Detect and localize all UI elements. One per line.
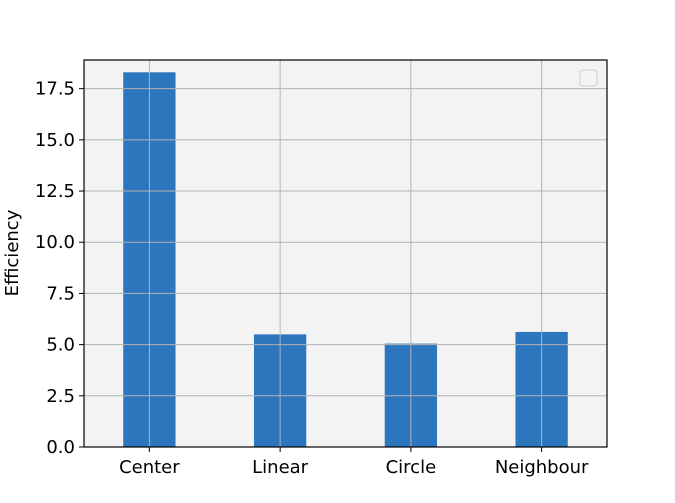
y-tick-label: 15.0 xyxy=(35,130,75,151)
y-axis-label: Efficiency xyxy=(2,209,23,296)
x-ticks: Center Linear Circle Neighbour xyxy=(119,447,589,478)
y-tick-label: 0.0 xyxy=(46,437,75,458)
x-tick-label: Neighbour xyxy=(495,457,589,478)
x-tick-label: Circle xyxy=(386,457,437,478)
y-ticks: 0.0 2.5 5.0 7.5 10.0 12.5 15.0 17.5 xyxy=(35,79,84,458)
grid-lines xyxy=(84,60,607,448)
y-tick-label: 17.5 xyxy=(35,79,75,100)
y-tick-label: 2.5 xyxy=(46,386,75,407)
x-tick-label: Linear xyxy=(252,457,309,478)
x-tick-label: Center xyxy=(119,457,180,478)
y-tick-label: 5.0 xyxy=(46,335,75,356)
legend-box xyxy=(579,69,598,87)
y-tick-label: 10.0 xyxy=(35,232,75,253)
y-tick-label: 12.5 xyxy=(35,181,75,202)
y-tick-label: 7.5 xyxy=(46,283,75,304)
plot-frame xyxy=(83,59,608,448)
